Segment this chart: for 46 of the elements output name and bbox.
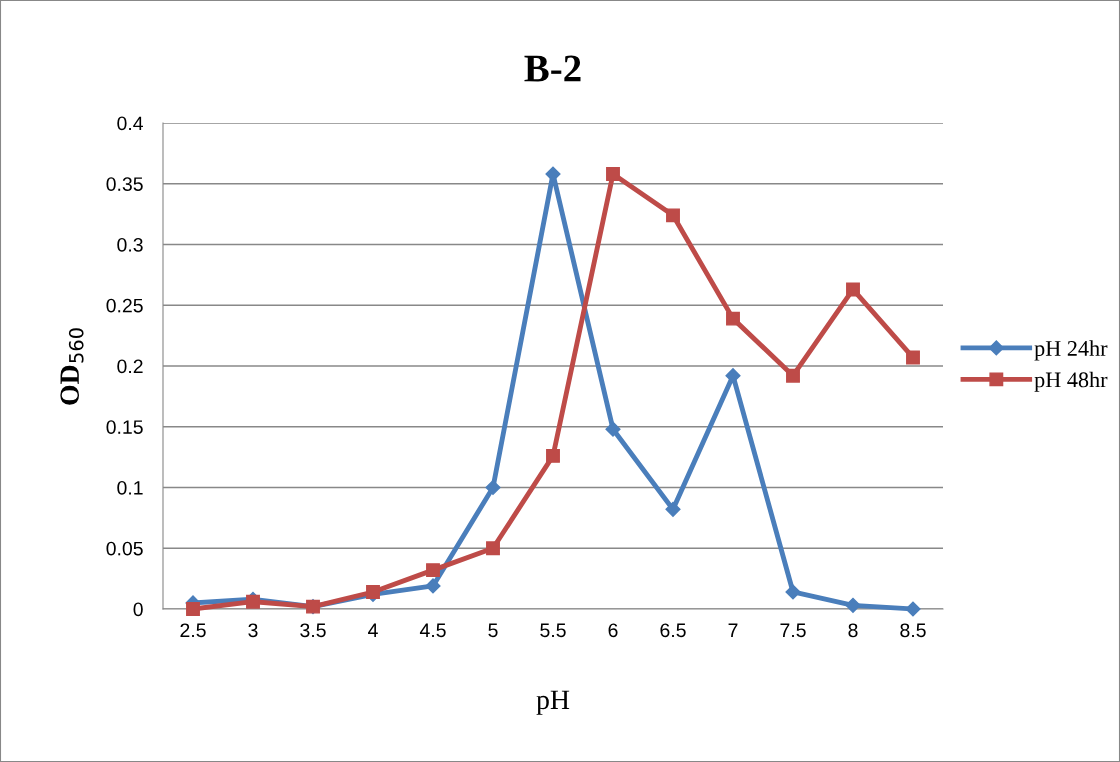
point [726, 311, 740, 326]
point [186, 602, 200, 616]
point [486, 541, 500, 556]
x-tick-label: 7 [728, 623, 738, 637]
legend-label: pH 24hr [1034, 340, 1108, 361]
x-tick-label: 4.5 [419, 623, 446, 638]
y-tick-label: 0.2 [117, 359, 143, 374]
point [605, 421, 621, 437]
point [786, 368, 800, 383]
x-axis-title: pH [536, 690, 570, 715]
y-tick-label: 0.1 [117, 480, 143, 495]
x-tick-label: 5.5 [540, 623, 566, 638]
point [425, 578, 441, 594]
point [426, 563, 440, 578]
point [606, 167, 620, 181]
point [846, 282, 860, 297]
point [906, 350, 920, 365]
x-tick-label: 4 [368, 623, 378, 637]
y-tick-label: 0 [133, 602, 143, 617]
y-tick-label: 0.15 [106, 420, 143, 434]
x-tick-label: 3 [248, 623, 258, 638]
x-tick-label: 3.5 [300, 623, 326, 638]
point [366, 585, 380, 599]
y-tick-label: 0.4 [117, 116, 143, 131]
point [905, 601, 921, 617]
y-tick-label: 0.35 [106, 177, 143, 191]
point [485, 479, 501, 496]
point [725, 368, 741, 384]
x-tick-label: 7.5 [780, 623, 806, 638]
y-axis-title: OD$_{560}$ [60, 328, 84, 405]
y-tick-label: 0.3 [117, 237, 143, 252]
point [546, 448, 560, 463]
point [785, 584, 801, 600]
x-tick-label: 6.5 [660, 623, 686, 638]
x-tick-label: 2.5 [180, 623, 206, 638]
point [666, 208, 680, 223]
point [845, 597, 861, 613]
legend-label: pH 48hr [1034, 371, 1108, 392]
x-tick-label: 8.5 [900, 623, 926, 638]
x-tick-label: 6 [608, 623, 618, 638]
y-tick-label: 0.05 [106, 541, 143, 556]
x-tick-label: 5 [488, 623, 498, 638]
point [665, 501, 681, 517]
chart-title: B-2 [524, 55, 581, 82]
x-tick-label: 8 [848, 623, 858, 638]
y-tick-label: 0.25 [106, 298, 143, 313]
